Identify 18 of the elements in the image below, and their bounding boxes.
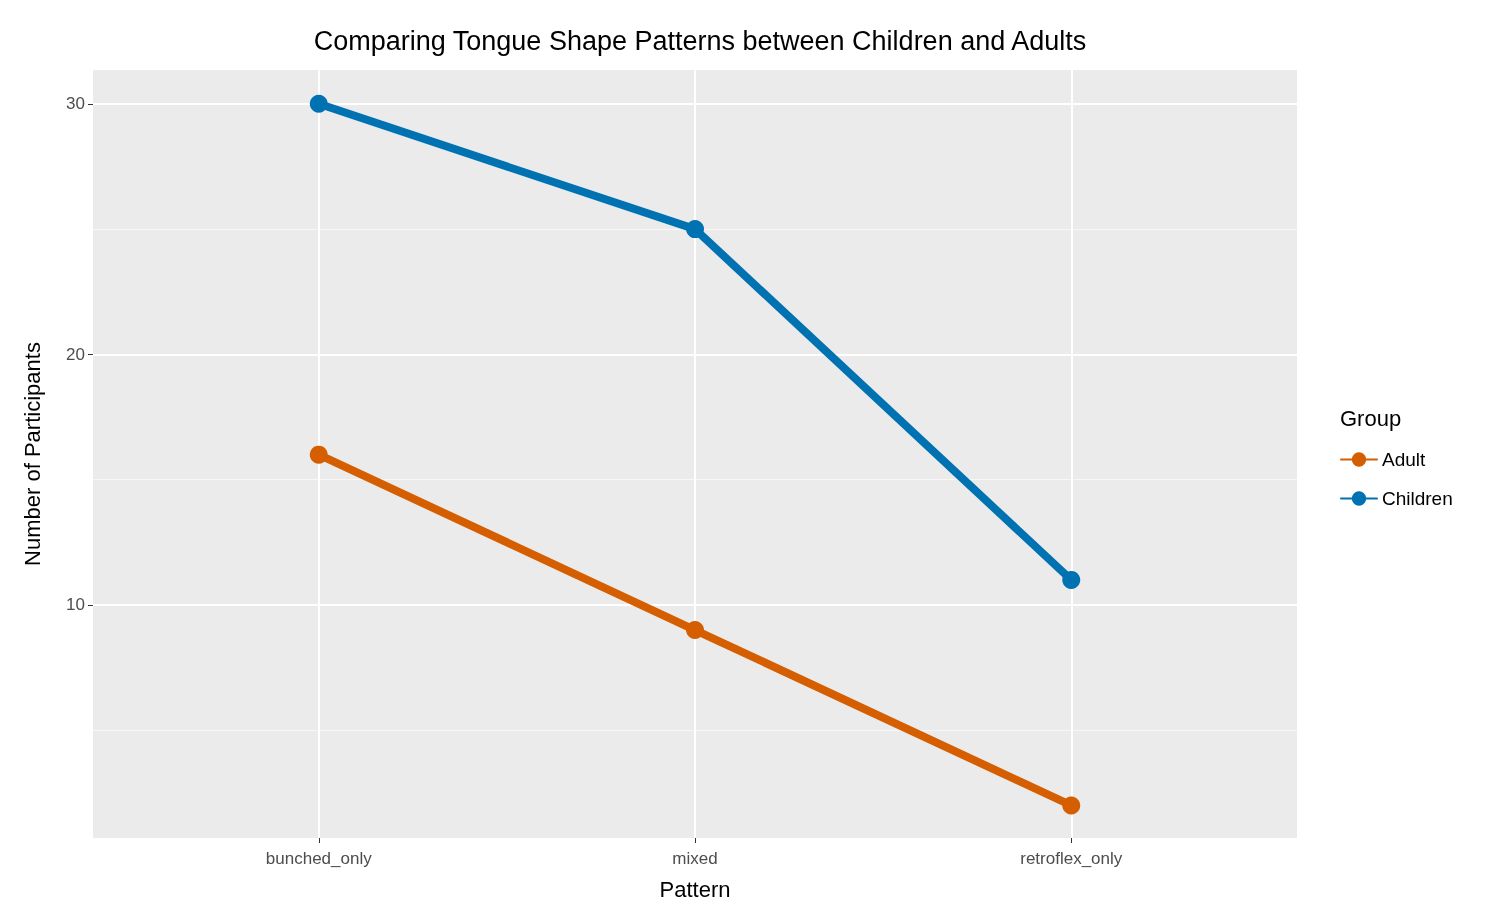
x-tick-label: mixed: [672, 849, 718, 868]
point: [686, 220, 704, 239]
point: [309, 94, 328, 113]
x-axis-title: Pattern: [659, 876, 731, 902]
point: [309, 445, 328, 464]
y-axis-title: Number of Participants: [19, 342, 45, 566]
y-tick-label: 20: [66, 344, 85, 364]
point: [1062, 570, 1081, 589]
x-tick-label: bunched_only: [265, 849, 373, 868]
legend-title: Group: [1340, 405, 1402, 431]
legend-label: Adult: [1382, 449, 1427, 470]
x-tick-label: retroflex_only: [1020, 849, 1123, 868]
legend-label: Children: [1382, 488, 1453, 509]
y-tick-label: 10: [66, 595, 85, 615]
chart-title: Comparing Tongue Shape Patterns between Children and Adults: [313, 25, 1087, 56]
y-tick-label: 30: [66, 94, 85, 114]
point: [1062, 796, 1081, 815]
point: [686, 621, 704, 640]
